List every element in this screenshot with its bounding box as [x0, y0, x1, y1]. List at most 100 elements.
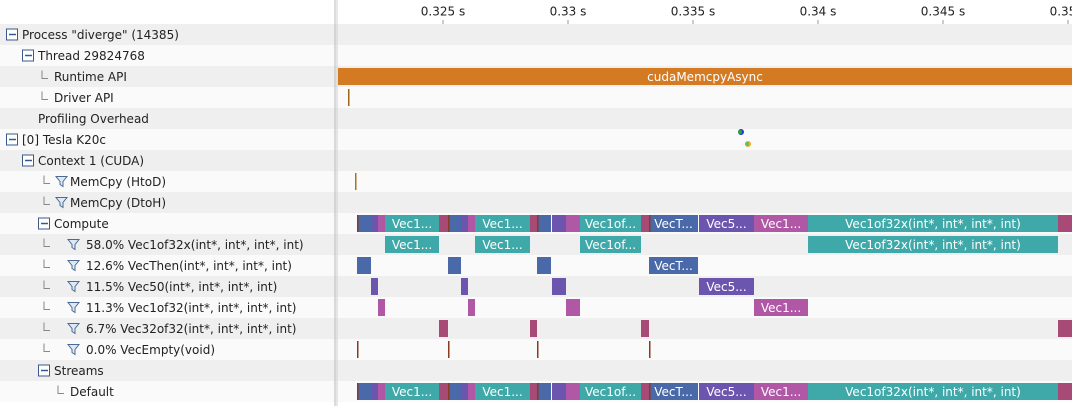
row-background: [0, 24, 1072, 45]
activity-bar: [566, 383, 580, 400]
tree-connector: [43, 175, 50, 184]
filter-icon: [66, 281, 81, 293]
tree-connector: [41, 70, 48, 79]
activity-bar: [385, 383, 439, 400]
row-label: 6.7% Vec32of32(int*, int*, int*, int): [86, 322, 297, 336]
time-tick-label: 0.345 s: [921, 5, 965, 19]
activity-bar: [439, 383, 448, 400]
activity-bar: [566, 215, 580, 232]
activity-bar: [580, 236, 641, 253]
activity-bar: [475, 383, 530, 400]
activity-bar: [754, 299, 808, 316]
activity-bar: [641, 383, 649, 400]
activity-bar: [537, 383, 551, 400]
activity-label: VecT...: [654, 259, 693, 273]
row-label: Context 1 (CUDA): [38, 154, 144, 168]
activity-bar: [448, 383, 450, 400]
activity-bar: [371, 215, 378, 232]
row-background: [0, 87, 1072, 108]
activity-bar: [649, 215, 651, 232]
activity-bar: [754, 383, 808, 400]
activity-bar: [537, 215, 539, 232]
activity-bar: [371, 278, 378, 295]
activity-bar: [649, 215, 698, 232]
activity-bar: [475, 215, 530, 232]
row-background: [0, 360, 1072, 381]
row-background: [0, 129, 1072, 150]
row-label: Streams: [54, 364, 104, 378]
activity-bar: [355, 173, 357, 190]
activity-label: Vec1of32x(int*, int*, int*, int): [845, 217, 1021, 231]
row-label: Driver API: [54, 91, 114, 105]
row-label: MemCpy (HtoD): [70, 175, 166, 189]
activity-bar: [348, 89, 350, 106]
activity-bar: [371, 383, 378, 400]
activity-bar: [448, 383, 461, 400]
activity-bar: [1058, 383, 1072, 400]
tree-connector: [43, 343, 50, 352]
activity-bar: [699, 383, 754, 400]
activity-bar: [530, 383, 537, 400]
row-label: Process "diverge" (14385): [22, 28, 179, 42]
activity-bar: [649, 341, 651, 358]
activity-bar: [357, 215, 359, 232]
activity-label: Vec1of...: [585, 385, 636, 399]
row-background: [0, 276, 1072, 297]
activity-label: Vec1...: [482, 217, 522, 231]
activity-bar: [808, 215, 1058, 232]
activity-label: VecT...: [654, 217, 693, 231]
row-label: Default: [70, 385, 114, 399]
activity-bar: [439, 215, 448, 232]
tree-connector: [43, 238, 50, 247]
activity-bar: [537, 215, 551, 232]
activity-label: Vec1...: [761, 385, 801, 399]
activity-bar: [566, 299, 580, 316]
activity-bar: [448, 215, 450, 232]
activity-label: Vec1...: [392, 238, 432, 252]
activity-bar: [378, 383, 385, 400]
activity-bar: [537, 341, 539, 358]
tree-connector: [43, 280, 50, 289]
activity-bar: [468, 299, 475, 316]
tree-connector: [43, 259, 50, 268]
activity-bar: [378, 299, 385, 316]
row-label: Runtime API: [54, 70, 127, 84]
activity-bar: [808, 383, 1058, 400]
activity-bar: [448, 215, 461, 232]
activity-label: Vec1...: [761, 301, 801, 315]
activity-bar: [537, 383, 539, 400]
row-background: [0, 171, 1072, 192]
activity-bar: [1058, 320, 1072, 337]
activity-bar: [641, 215, 649, 232]
row-label: Thread 29824768: [37, 49, 145, 63]
activity-bar: [699, 215, 754, 232]
filter-icon: [66, 302, 81, 314]
activity-bar: [378, 215, 385, 232]
activity-bar: [580, 215, 641, 232]
activity-bar: [475, 236, 530, 253]
activity-bar: [754, 215, 808, 232]
activity-bar: [439, 320, 448, 337]
activity-bar: [385, 236, 439, 253]
filter-icon: [66, 239, 81, 251]
activity-bar: [537, 257, 551, 274]
activity-label: Vec5...: [706, 280, 746, 294]
activity-bar: [649, 383, 698, 400]
filter-icon: [66, 323, 81, 335]
activity-bar: [357, 257, 371, 274]
activity-bar: [338, 68, 1072, 85]
activity-bar: [357, 341, 359, 358]
tree-connector: [41, 91, 48, 100]
tree-connector: [57, 385, 64, 394]
row-label: Profiling Overhead: [38, 112, 149, 126]
activity-label: cudaMemcpyAsync: [647, 70, 763, 84]
time-tick-label: 0.325 s: [421, 5, 465, 19]
row-background: [0, 45, 1072, 66]
activity-bar: [649, 383, 651, 400]
row-label: 11.3% Vec1of32(int*, int*, int*, int): [86, 301, 297, 315]
tree-connector: [43, 196, 50, 205]
row-background: [0, 234, 1072, 255]
activity-label: Vec1...: [482, 385, 522, 399]
activity-bar: [461, 215, 468, 232]
